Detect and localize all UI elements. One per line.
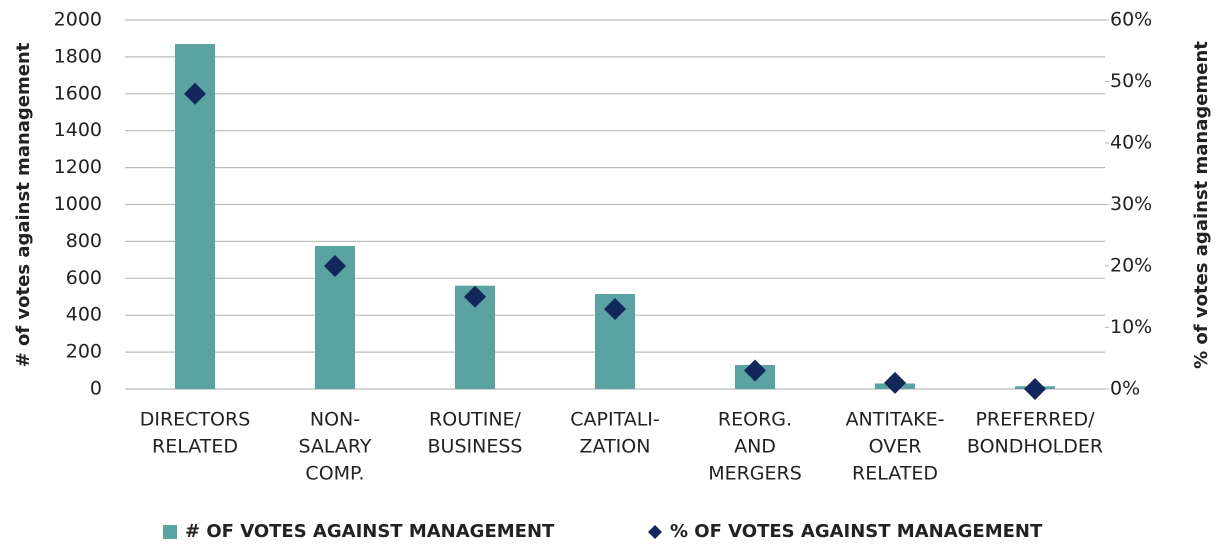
x-tick-label: AND bbox=[734, 436, 776, 458]
y2-tick-label: 50% bbox=[1110, 70, 1152, 92]
marker bbox=[464, 285, 486, 308]
marker bbox=[184, 82, 206, 105]
x-tick-label: REORG. bbox=[718, 409, 792, 431]
y-tick-label: 600 bbox=[66, 267, 102, 289]
x-tick-label: DIRECTORS bbox=[140, 409, 251, 431]
y-tick-label: 1200 bbox=[54, 156, 102, 178]
y2-tick-label: 0% bbox=[1110, 378, 1140, 400]
x-tick-label: RELATED bbox=[852, 463, 938, 485]
x-tick-label: PREFERRED/ bbox=[975, 409, 1095, 431]
y-tick-label: 1600 bbox=[54, 82, 102, 104]
x-tick-label: MERGERS bbox=[708, 463, 802, 485]
x-tick-label: SALARY bbox=[298, 436, 371, 458]
legend-label: % OF VOTES AGAINST MANAGEMENT bbox=[670, 521, 1043, 542]
x-tick-label: ROUTINE/ bbox=[429, 409, 521, 431]
y-tick-label: 200 bbox=[66, 341, 102, 363]
legend: # OF VOTES AGAINST MANAGEMENT % OF VOTES … bbox=[163, 521, 1043, 542]
x-tick-label: COMP. bbox=[305, 463, 364, 485]
y-tick-label: 1000 bbox=[54, 193, 102, 215]
marker bbox=[604, 298, 626, 321]
legend-label: # OF VOTES AGAINST MANAGEMENT bbox=[185, 521, 555, 542]
y-tick-label: 800 bbox=[66, 230, 102, 252]
y2-tick-label: 40% bbox=[1110, 132, 1152, 154]
x-tick-label: NON- bbox=[310, 409, 360, 431]
y2-tick-label: 30% bbox=[1110, 193, 1152, 215]
y-tick-label: 2000 bbox=[54, 9, 102, 31]
y-tick-label: 1400 bbox=[54, 119, 102, 141]
y2-tick-label: 60% bbox=[1110, 9, 1152, 31]
x-tick-label: ANTITAKE- bbox=[846, 409, 945, 431]
marker bbox=[1024, 378, 1046, 400]
y-tick-label: 1800 bbox=[54, 45, 102, 67]
x-tick-label: BONDHOLDER bbox=[967, 436, 1103, 458]
marker bbox=[884, 371, 906, 394]
x-tick-label: RELATED bbox=[152, 436, 238, 458]
y2-axis-title: % of votes against management bbox=[1191, 41, 1212, 369]
x-tick-label: CAPITALI- bbox=[570, 409, 660, 431]
marker bbox=[744, 359, 766, 382]
legend-swatch bbox=[648, 525, 662, 539]
legend-swatch bbox=[163, 525, 177, 539]
x-tick-label: BUSINESS bbox=[428, 436, 523, 458]
y2-tick-label: 10% bbox=[1110, 316, 1152, 338]
y-tick-label: 400 bbox=[66, 304, 102, 326]
x-tick-label: ZATION bbox=[580, 436, 651, 458]
x-tick-label: OVER bbox=[869, 436, 922, 458]
y-axis-title: # of votes against management bbox=[13, 42, 34, 367]
y-tick-label: 0 bbox=[90, 378, 102, 400]
marker bbox=[324, 255, 346, 277]
y2-tick-label: 20% bbox=[1110, 255, 1152, 277]
